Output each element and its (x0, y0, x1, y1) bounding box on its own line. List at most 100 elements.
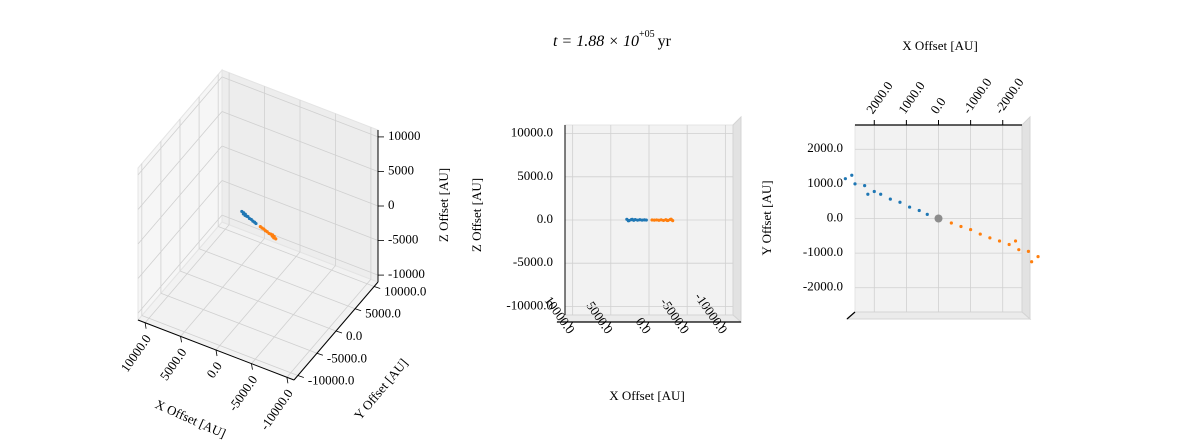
grid-line (221, 76, 379, 138)
point (853, 182, 857, 186)
point (907, 205, 912, 209)
tick-mark (354, 308, 362, 312)
point (270, 233, 275, 237)
grid-line (137, 214, 223, 314)
tick-mark (297, 375, 304, 378)
point (655, 218, 659, 222)
figure-title: t = 1.88 × 10+05 yr (553, 29, 672, 49)
tick-mark (144, 322, 147, 329)
x-tick-label: -2000.0 (991, 75, 1026, 116)
point (1017, 248, 1021, 252)
grid-line (198, 248, 356, 310)
point (988, 236, 992, 240)
point (879, 192, 883, 196)
y-tick-label: 0.0 (827, 209, 843, 224)
tick-mark (215, 349, 218, 357)
point (978, 232, 982, 236)
point (243, 213, 247, 217)
point (1013, 239, 1018, 243)
tick-mark (683, 321, 688, 328)
x-tick-label: -10000.0 (257, 386, 296, 433)
grid-line (137, 145, 223, 245)
y-tick-label: 5000.0 (517, 168, 553, 183)
tick-mark (721, 321, 726, 328)
x-tick-label: 5000.0 (157, 345, 190, 383)
point (949, 221, 953, 225)
tick-mark (569, 321, 574, 328)
point (1007, 242, 1011, 247)
point (669, 217, 673, 221)
grid-line (221, 214, 379, 276)
grid-line (221, 145, 379, 207)
z-axis-label: Z Offset [AU] (436, 168, 451, 242)
point (917, 208, 921, 213)
x-axis-label: X Offset [AU] (153, 396, 228, 440)
x-axis-label: X Offset [AU] (609, 388, 685, 403)
point (644, 218, 648, 222)
point (888, 197, 892, 201)
x-tick-label: 10000.0 (117, 332, 154, 375)
y-tick-label: 1000.0 (807, 175, 843, 190)
tick-mark (374, 286, 381, 289)
point (866, 192, 870, 196)
y-tick-label: -5000.0 (327, 350, 367, 365)
depth-pane (1021, 115, 1031, 321)
y-tick-label: 10000.0 (511, 125, 553, 140)
y-tick-label: -5000.0 (513, 254, 553, 269)
y-axis-label: Y Offset [AU] (759, 180, 774, 255)
x-axis-label: X Offset [AU] (902, 38, 978, 53)
tick-mark (286, 377, 289, 384)
axis-line (137, 319, 295, 381)
z-tick-label: -10000 (388, 266, 425, 281)
grid-line (179, 270, 337, 332)
axis-line (293, 281, 379, 381)
y-tick-label: -2000.0 (803, 279, 843, 294)
y-tick-label: 10000.0 (384, 283, 426, 298)
tick-mark (251, 363, 253, 370)
grid-line (141, 315, 298, 376)
point (969, 227, 973, 232)
x-tick-label: 2000.0 (863, 79, 896, 117)
point (934, 214, 943, 223)
grid-line (160, 292, 318, 354)
grid-line (218, 226, 375, 287)
title-base: t = 1.88 × 10 (553, 33, 639, 50)
z-tick-label: -5000 (388, 232, 418, 247)
point (863, 184, 867, 188)
grid-line (137, 76, 223, 176)
title-exponent: +05 (639, 29, 655, 40)
y-tick-label: -10000.0 (308, 373, 355, 388)
point (258, 225, 262, 229)
point (1036, 254, 1040, 259)
point (959, 224, 963, 229)
y-tick-label: 5000.0 (365, 306, 401, 321)
depth-pane (845, 311, 1032, 320)
tick-mark (335, 330, 343, 334)
point (665, 218, 669, 223)
x-tick-label: 1000.0 (895, 79, 928, 117)
x-tick-label: 0.0 (203, 359, 225, 381)
tick-mark (607, 321, 612, 328)
point (1026, 249, 1031, 253)
grid-line (221, 111, 379, 172)
grid-line (221, 180, 379, 241)
grid-line (137, 111, 223, 210)
point (843, 177, 847, 181)
y-tick-label: 2000.0 (807, 140, 843, 155)
point (898, 200, 902, 204)
y-tick-label: 0.0 (537, 211, 553, 226)
tick-mark (316, 352, 324, 356)
point (925, 212, 929, 216)
z-tick-label: 5000 (388, 162, 414, 177)
point (872, 189, 876, 194)
point (1030, 260, 1034, 264)
point (242, 211, 246, 215)
y-tick-label: 0.0 (346, 328, 362, 343)
point (630, 217, 634, 221)
title-unit: yr (658, 33, 672, 50)
axis-line (846, 311, 856, 320)
point (652, 218, 656, 222)
point (997, 239, 1002, 243)
z-tick-label: 10000 (388, 128, 421, 143)
